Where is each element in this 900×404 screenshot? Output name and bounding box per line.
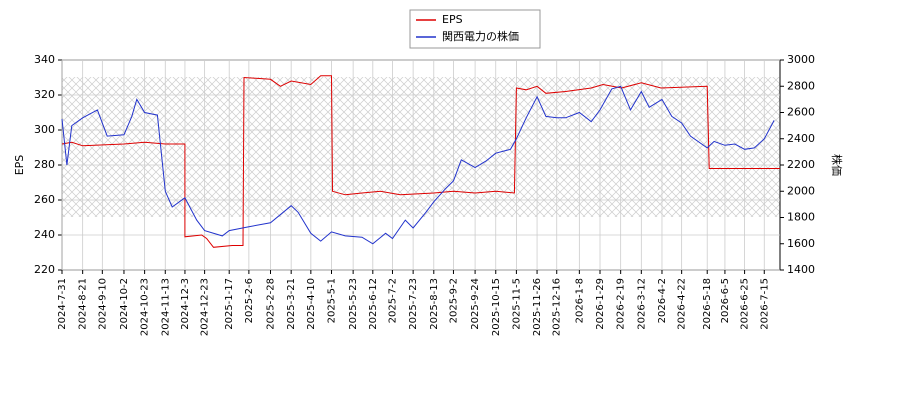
y-tick-label: 240 xyxy=(34,228,55,241)
y2-tick-label: 2200 xyxy=(787,158,815,171)
x-tick-label: 2025-7-23 xyxy=(408,278,419,330)
x-tick-label: 2024-12-23 xyxy=(200,278,211,336)
x-tick-label: 2025-9-24 xyxy=(470,278,481,330)
y-tick-label: 280 xyxy=(34,158,55,171)
y-tick-label: 340 xyxy=(34,53,55,66)
y-tick-label: 220 xyxy=(34,263,55,276)
y-tick-label: 300 xyxy=(34,123,55,136)
x-tick-label: 2025-4-10 xyxy=(306,278,317,330)
band xyxy=(62,77,780,217)
y2-tick-label: 1600 xyxy=(787,237,815,250)
y2-tick-label: 2400 xyxy=(787,132,815,145)
x-tick-label: 2026-4-2 xyxy=(657,278,668,323)
x-tick-label: 2025-11-5 xyxy=(511,278,522,330)
x-tick-label: 2025-5-23 xyxy=(348,278,359,330)
x-tick-label: 2026-6-5 xyxy=(720,278,731,323)
y2-tick-label: 1800 xyxy=(787,211,815,224)
x-tick-label: 2024-11-13 xyxy=(160,278,171,336)
x-tick-label: 2025-3-21 xyxy=(286,278,297,330)
y2-label: 株価 xyxy=(830,154,844,176)
x-tick-label: 2024-8-21 xyxy=(78,278,89,330)
x-tick-label: 2026-7-15 xyxy=(759,278,770,330)
legend xyxy=(409,9,541,49)
x-tick-label: 2025-2-6 xyxy=(244,278,255,323)
legend-label: 関西電力の株価 xyxy=(442,29,519,43)
y2-tick-label: 1400 xyxy=(787,263,815,276)
x-tick-label: 2025-7-2 xyxy=(387,278,398,323)
y2-tick-label: 2600 xyxy=(787,106,815,119)
y2-tick-label: 3000 xyxy=(787,53,815,66)
x-tick-label: 2026-6-25 xyxy=(740,278,751,330)
x-tick-label: 2025-1-17 xyxy=(224,278,235,330)
x-tick-label: 2025-9-2 xyxy=(448,278,459,323)
y2-tick-label: 2800 xyxy=(787,79,815,92)
x-tick-label: 2024-7-31 xyxy=(57,278,68,330)
x-tick-label: 2025-8-13 xyxy=(429,278,440,330)
y-tick-label: 260 xyxy=(34,193,55,206)
x-tick-label: 2024-10-2 xyxy=(119,278,130,330)
x-tick-label: 2026-4-22 xyxy=(677,278,688,330)
x-tick-label: 2025-10-15 xyxy=(491,278,502,336)
x-tick-label: 2026-3-12 xyxy=(636,278,647,330)
x-tick-label: 2025-11-26 xyxy=(532,278,543,336)
x-tick-label: 2025-5-1 xyxy=(326,278,337,323)
x-tick-label: 2025-2-28 xyxy=(266,278,277,330)
y2-tick-label: 2000 xyxy=(787,184,815,197)
x-tick-label: 2026-1-8 xyxy=(574,278,585,323)
data-line xyxy=(61,85,775,245)
x-tick-label: 2024-12-3 xyxy=(180,278,191,330)
legend-label: EPS xyxy=(442,13,463,26)
y-label: EPS xyxy=(13,155,26,176)
data-line xyxy=(61,75,780,248)
x-tick-label: 2026-2-19 xyxy=(616,278,627,330)
x-tick-label: 2024-9-10 xyxy=(97,278,108,330)
y-tick-label: 320 xyxy=(34,88,55,101)
x-tick-label: 2026-5-18 xyxy=(702,278,713,330)
x-tick-label: 2025-6-12 xyxy=(368,278,379,330)
x-tick-label: 2025-12-16 xyxy=(552,278,563,336)
x-tick-label: 2026-1-29 xyxy=(595,278,606,330)
x-tick-label: 2024-10-23 xyxy=(140,278,151,336)
